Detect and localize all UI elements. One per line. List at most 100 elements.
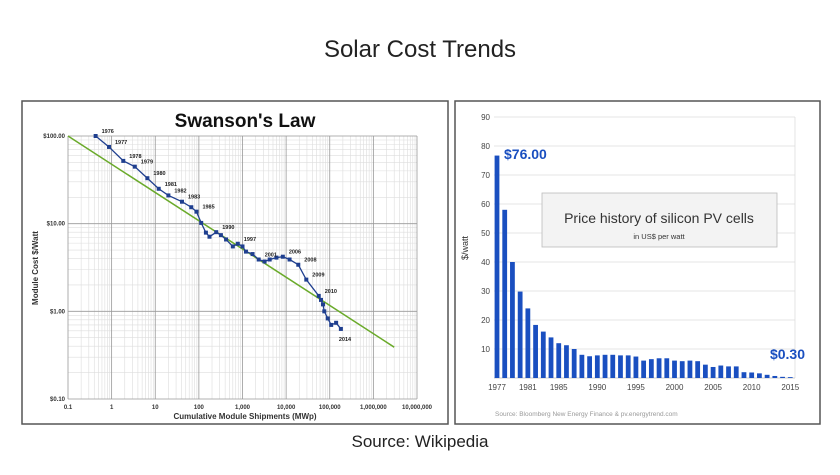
bar (618, 355, 623, 378)
data-point (243, 249, 248, 254)
latest-value-label: $0.30 (770, 346, 805, 362)
data-point (320, 302, 325, 307)
data-point (329, 322, 334, 327)
data-point (334, 320, 339, 325)
year-label: 1978 (129, 154, 141, 160)
data-point (132, 164, 137, 169)
data-point (207, 234, 212, 239)
data-point (267, 257, 272, 262)
data-point (179, 199, 184, 204)
year-label: 1977 (115, 140, 127, 146)
bar (702, 364, 708, 378)
x-axis-label: Cumulative Module Shipments (MWp) (173, 412, 316, 421)
data-point (156, 186, 161, 191)
bar (502, 209, 508, 378)
data-point (218, 233, 223, 238)
bar (772, 375, 778, 378)
data-point (230, 244, 235, 249)
year-label: 1990 (222, 225, 234, 231)
bar (556, 343, 562, 378)
title-box (541, 192, 778, 248)
year-label: 1985 (202, 205, 214, 211)
bar (517, 291, 523, 378)
swanson-chart: 0.1 1 10 100 1,000 10,000 100,000 1,000,000 10,0… (21, 100, 449, 425)
trend-line (67, 135, 395, 348)
bar (610, 354, 616, 378)
data-point (250, 252, 255, 257)
x-tick-label: 2005 (704, 383, 722, 392)
bar (749, 372, 755, 378)
y-axis-label: $/watt (460, 235, 470, 260)
year-label: 1983 (188, 195, 200, 201)
data-point (194, 209, 199, 214)
slide-title: Solar Cost Trends (323, 36, 517, 63)
x-tick-label: 100 (194, 405, 205, 411)
y-tick-label: 30 (481, 287, 490, 296)
bar (741, 372, 747, 378)
bar (540, 331, 546, 378)
bar (564, 345, 569, 378)
data-point (304, 277, 309, 282)
bar (594, 355, 600, 378)
chart-title: Swanson's Law (175, 111, 316, 132)
y-tick-label: 10 (481, 345, 490, 354)
data-point (318, 297, 323, 302)
data-point (325, 316, 330, 321)
year-label: 1980 (153, 171, 165, 177)
bar (625, 355, 631, 378)
y-tick-label: $10.00 (47, 222, 66, 228)
bar (587, 356, 593, 378)
x-tick-label: 1981 (519, 383, 537, 392)
x-tick-label: 1990 (588, 383, 606, 392)
bar (757, 373, 762, 378)
year-label: 1981 (165, 182, 177, 188)
bar (718, 365, 724, 378)
y-tick-label: $0.10 (50, 397, 66, 403)
data-point (106, 144, 111, 149)
data-point (256, 257, 261, 262)
y-tick-label: $100.00 (43, 134, 65, 140)
bar (525, 308, 531, 378)
x-tick-label: 10,000 (277, 405, 296, 411)
data-point (274, 255, 279, 260)
bar (764, 374, 770, 378)
data-point (280, 254, 285, 259)
bar (726, 366, 731, 378)
bar (548, 337, 554, 378)
year-label: 1982 (174, 188, 186, 194)
bar (494, 155, 500, 378)
x-tick-label: 1,000,000 (360, 405, 387, 411)
chart-subtitle: in US$ per watt (633, 232, 685, 241)
bar (579, 354, 585, 378)
year-label: 1997 (244, 237, 256, 243)
year-label: 2010 (325, 289, 337, 295)
data-point (145, 176, 150, 181)
pv-price-chart: 10 20 30 40 50 60 70 80 90 1977 1981 1985 1990 1995 20… (454, 100, 821, 425)
y-tick-label: 20 (481, 316, 490, 325)
x-tick-label: 2010 (743, 383, 761, 392)
data-point (166, 193, 171, 198)
data-point (203, 230, 208, 235)
year-label: 1976 (102, 129, 114, 135)
bar (641, 360, 647, 378)
x-tick-label: 1 (110, 405, 114, 411)
bar (633, 356, 639, 378)
x-tick-label: 10 (152, 405, 159, 411)
x-tick-label: 100,000 (319, 405, 341, 411)
year-label: 1979 (141, 160, 153, 166)
bar (648, 359, 654, 378)
y-tick-label: 70 (481, 171, 490, 180)
data-point (240, 244, 245, 249)
bar (510, 262, 515, 378)
data-point (338, 326, 343, 331)
slide-source: Source: Wikipedia (351, 432, 489, 451)
x-tick-label: 1985 (550, 383, 568, 392)
peak-value-label: $76.00 (504, 146, 547, 162)
x-tick-label: 1977 (488, 383, 506, 392)
bar (602, 354, 608, 378)
data-point (121, 158, 126, 163)
chart-source: Source: Bloomberg New Energy Finance & p… (495, 411, 678, 418)
x-tick-label: 2015 (781, 383, 799, 392)
year-label: 2001 (265, 253, 277, 259)
